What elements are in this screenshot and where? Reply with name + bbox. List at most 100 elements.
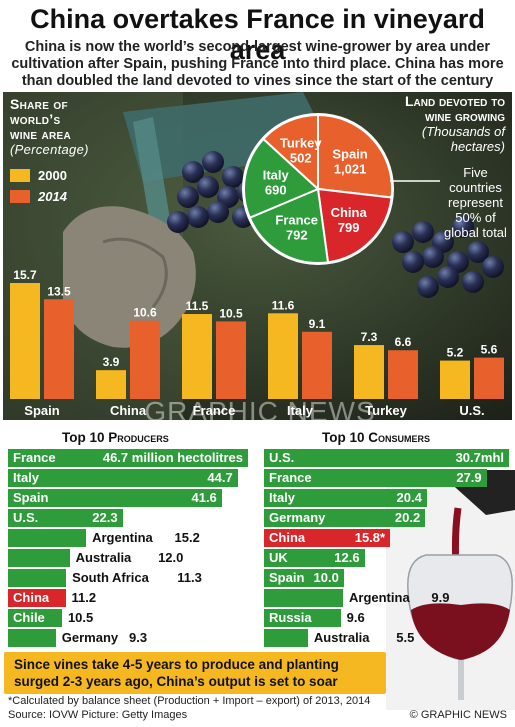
hbar-name: Italy	[269, 490, 296, 505]
pie-label: Turkey	[280, 136, 322, 151]
bar-value-label: 15.7	[13, 268, 37, 282]
list-item: U.S. 22.3	[8, 509, 248, 527]
hbar-france	[264, 469, 487, 487]
hbar-argentina	[264, 589, 343, 607]
hbar-name: Russia	[269, 610, 312, 625]
list-item: Argentina 9.9	[264, 589, 509, 607]
consumers-heading-top: Top 10	[322, 430, 369, 445]
legend-label-2014: 2014	[38, 189, 67, 204]
hbar-name: Germany	[269, 510, 326, 525]
source-credit: Source: IOVW Picture: Getty Images	[8, 709, 188, 721]
grapes-decoration	[167, 151, 504, 298]
bar-value-label: 13.5	[47, 284, 71, 298]
legend-swatch-2014	[10, 190, 30, 203]
hbar-name: Chile	[13, 610, 45, 625]
bar-us-2014	[474, 357, 504, 399]
list-item: Germany 20.2	[264, 509, 509, 527]
legend-item-2000: 2000	[10, 168, 67, 183]
category-label: U.S.	[459, 403, 484, 418]
pie-note: Five countries represent 50% of global t…	[444, 165, 507, 240]
copyright: © GRAPHIC NEWS	[409, 709, 507, 721]
photo-art	[3, 92, 512, 420]
hbar-value: 44.7	[207, 470, 233, 485]
land-label-line1: Land devoted to	[404, 93, 505, 109]
pie-label: China	[331, 205, 368, 220]
hbar-name: South Africa	[72, 570, 149, 585]
category-label: China	[110, 403, 147, 418]
land-label: Land devoted to wine growing (Thousands …	[404, 93, 505, 155]
hbar-name: China	[269, 530, 306, 545]
hbar-italy	[8, 469, 238, 487]
bar-china-2000	[96, 370, 126, 399]
bar-france-2014	[216, 321, 246, 399]
hbar-china	[264, 529, 391, 547]
pie-slice-spain	[317, 113, 393, 199]
hbar-name: UK	[269, 550, 288, 565]
producers-heading-top: Top 10	[62, 430, 109, 445]
pie-slice-china	[316, 187, 393, 264]
bar-france-2000	[182, 314, 212, 399]
watermark: GRAPHIC NEWS	[144, 396, 376, 427]
hbar-france	[8, 449, 248, 467]
hbar-italy	[264, 489, 427, 507]
hbar-value: 11.3	[177, 570, 202, 585]
vineyard-photo	[3, 92, 512, 420]
hbar-value: 20.4	[396, 490, 422, 505]
hbar-australia	[8, 549, 70, 567]
bar-italy-2014	[302, 331, 332, 399]
land-label-line4: hectares)	[450, 139, 505, 154]
hbar-name: Spain	[269, 570, 305, 585]
pie-label: Spain	[332, 146, 367, 161]
hbar-value: 20.2	[394, 510, 421, 525]
consumers-heading-rest: Consumers	[368, 430, 431, 445]
bar-value-label: 5.2	[447, 346, 464, 360]
pie-value: 690	[265, 183, 287, 198]
page-title: China overtakes France in vineyard area	[30, 4, 485, 65]
legend-item-2014: 2014	[10, 189, 67, 204]
legend-swatch-2000	[10, 169, 30, 182]
pie-slice-france	[248, 187, 330, 264]
bar-turkey-2014	[388, 350, 418, 399]
list-item: Germany 9.3	[8, 629, 248, 647]
hbar-value: 5.5	[396, 630, 415, 645]
hbar-value: 10.5	[67, 610, 94, 625]
pie-value: 792	[286, 227, 308, 242]
hbar-name: France	[269, 470, 312, 485]
pie-value: 1,021	[334, 161, 367, 176]
share-label-line1: Share of	[10, 96, 68, 112]
hbar-name: Argentina	[92, 530, 153, 545]
bar-value-label: 10.6	[133, 306, 157, 320]
hbar-uk	[264, 549, 365, 567]
hbar-germany	[264, 509, 426, 527]
list-item: Spain 10.0	[264, 569, 509, 587]
list-item: Chile 10.5	[8, 609, 248, 627]
hbar-spain	[8, 489, 222, 507]
hbar-name: U.S.	[13, 510, 39, 525]
list-item: Argentina 15.2	[8, 529, 248, 547]
consumers-heading: Top 10 Consumers	[322, 430, 430, 445]
output-note: Since vines take 4-5 years to produce an…	[4, 652, 386, 694]
list-item: France 46.7 million hectolitres	[8, 449, 248, 467]
share-label-line2: world’s	[10, 111, 61, 127]
bar-value-label: 7.3	[361, 330, 378, 344]
hbar-us	[264, 449, 509, 467]
hbar-name: Spain	[13, 490, 49, 505]
bar-value-label: 6.6	[395, 335, 412, 349]
hbar-china	[8, 589, 66, 607]
producers-heading-rest: Producers	[108, 430, 169, 445]
land-label-line3: (Thousands of	[421, 124, 505, 139]
hbar-name: Argentina	[349, 590, 410, 605]
hbar-value: 9.9	[431, 590, 450, 605]
bar-china-2014	[130, 320, 160, 399]
list-item: Russia 9.6	[264, 609, 509, 627]
list-item: China 15.8*	[264, 529, 509, 547]
hbar-name: Italy	[13, 470, 40, 485]
bar-spain-2000	[10, 283, 40, 399]
hbar-us	[8, 509, 123, 527]
hbar-southafrica	[8, 569, 67, 587]
hbar-value: 9.6	[346, 610, 365, 625]
list-item: France 27.9	[264, 469, 509, 487]
hbar-value: 11.2	[71, 590, 97, 605]
category-label: France	[193, 403, 236, 418]
bar-us-2000	[440, 360, 470, 399]
